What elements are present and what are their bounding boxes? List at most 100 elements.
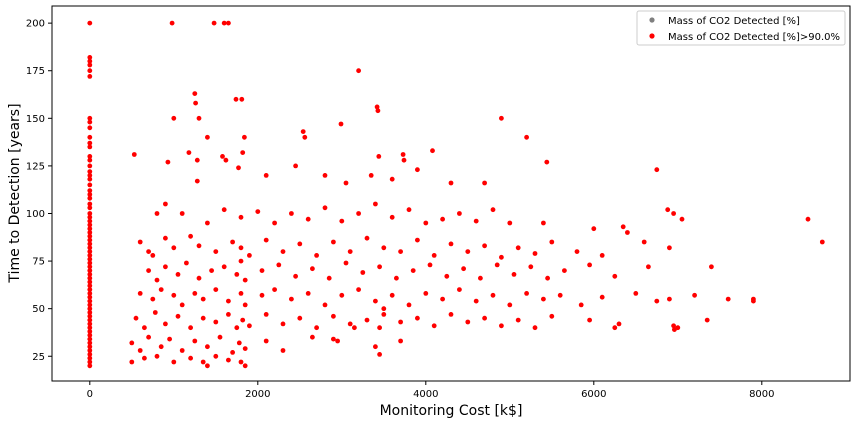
- data-point: [545, 275, 550, 281]
- data-point: [87, 310, 93, 315]
- data-point: [87, 157, 93, 163]
- data-point: [406, 207, 412, 213]
- data-point: [87, 241, 93, 247]
- data-point: [238, 258, 244, 264]
- data-point: [347, 321, 353, 327]
- y-tick-label: 175: [26, 66, 45, 77]
- data-point: [440, 296, 445, 302]
- data-point: [499, 323, 504, 329]
- data-point: [211, 20, 217, 26]
- data-point: [179, 302, 185, 308]
- data-point: [87, 163, 93, 169]
- data-point: [431, 253, 437, 258]
- data-point: [499, 254, 504, 260]
- data-point: [87, 291, 93, 296]
- data-point: [448, 312, 454, 317]
- legend-label-all: Mass of CO2 Detected [%]: [668, 16, 800, 27]
- data-point: [238, 291, 244, 296]
- data-point: [620, 224, 626, 230]
- data-point: [263, 173, 269, 178]
- data-point: [389, 176, 395, 182]
- data-point: [671, 211, 676, 216]
- data-point: [515, 245, 521, 251]
- data-point: [193, 100, 199, 106]
- data-point: [87, 68, 93, 74]
- data-point: [234, 325, 240, 331]
- data-point: [335, 338, 340, 344]
- data-point: [672, 327, 677, 332]
- data-point: [819, 239, 825, 245]
- data-point: [87, 218, 93, 224]
- data-point: [169, 20, 175, 26]
- data-point: [87, 294, 93, 300]
- data-point: [398, 249, 403, 255]
- data-point: [87, 201, 93, 207]
- data-point: [205, 134, 210, 140]
- series-1: [87, 20, 825, 369]
- y-tick-label: 100: [26, 209, 45, 220]
- data-point: [188, 233, 194, 239]
- data-point: [87, 134, 93, 140]
- data-point: [221, 207, 227, 213]
- data-point: [200, 296, 206, 302]
- data-point: [171, 292, 177, 298]
- data-point: [226, 312, 231, 317]
- data-point: [499, 115, 504, 121]
- data-point: [238, 214, 244, 220]
- data-point: [247, 253, 252, 258]
- data-point: [507, 220, 513, 226]
- data-point: [562, 268, 567, 273]
- data-point: [377, 352, 382, 357]
- data-point: [356, 211, 361, 216]
- data-point: [194, 178, 200, 184]
- data-point: [242, 134, 247, 140]
- data-point: [473, 298, 479, 304]
- data-point: [297, 315, 303, 321]
- data-point: [289, 211, 294, 216]
- data-point: [87, 264, 93, 270]
- data-point: [305, 291, 311, 296]
- data-point: [87, 55, 93, 60]
- data-point: [152, 310, 158, 315]
- data-point: [331, 239, 336, 245]
- data-point: [87, 302, 93, 308]
- x-axis-label: Monitoring Cost [k$]: [380, 403, 523, 419]
- data-point: [541, 296, 546, 302]
- data-point: [394, 275, 399, 281]
- data-point: [87, 344, 93, 350]
- data-point: [87, 260, 93, 266]
- data-point: [339, 292, 345, 298]
- data-point: [406, 302, 412, 308]
- data-point: [377, 325, 382, 331]
- data-point: [87, 249, 93, 255]
- data-point: [165, 159, 171, 165]
- data-point: [184, 260, 189, 266]
- data-point: [129, 359, 135, 365]
- x-tick-label: 4000: [413, 389, 438, 400]
- data-point: [220, 154, 225, 159]
- data-point: [326, 275, 332, 281]
- data-point: [87, 115, 93, 121]
- data-point: [263, 338, 269, 344]
- data-point: [87, 245, 93, 251]
- data-point: [87, 340, 93, 346]
- data-point: [154, 211, 160, 216]
- data-point: [233, 96, 239, 102]
- data-point: [541, 220, 546, 226]
- data-point: [347, 249, 353, 255]
- data-point: [457, 287, 462, 292]
- data-point: [415, 237, 420, 243]
- data-point: [87, 195, 93, 201]
- data-point: [549, 239, 555, 245]
- data-point: [200, 359, 206, 365]
- data-point: [194, 157, 200, 163]
- data-point: [87, 233, 93, 239]
- data-point: [171, 359, 177, 365]
- data-point: [805, 216, 811, 222]
- data-point: [87, 317, 93, 323]
- data-point: [226, 20, 231, 26]
- data-point: [528, 264, 534, 270]
- data-point: [87, 325, 93, 331]
- data-point: [356, 287, 361, 292]
- data-point: [87, 332, 93, 338]
